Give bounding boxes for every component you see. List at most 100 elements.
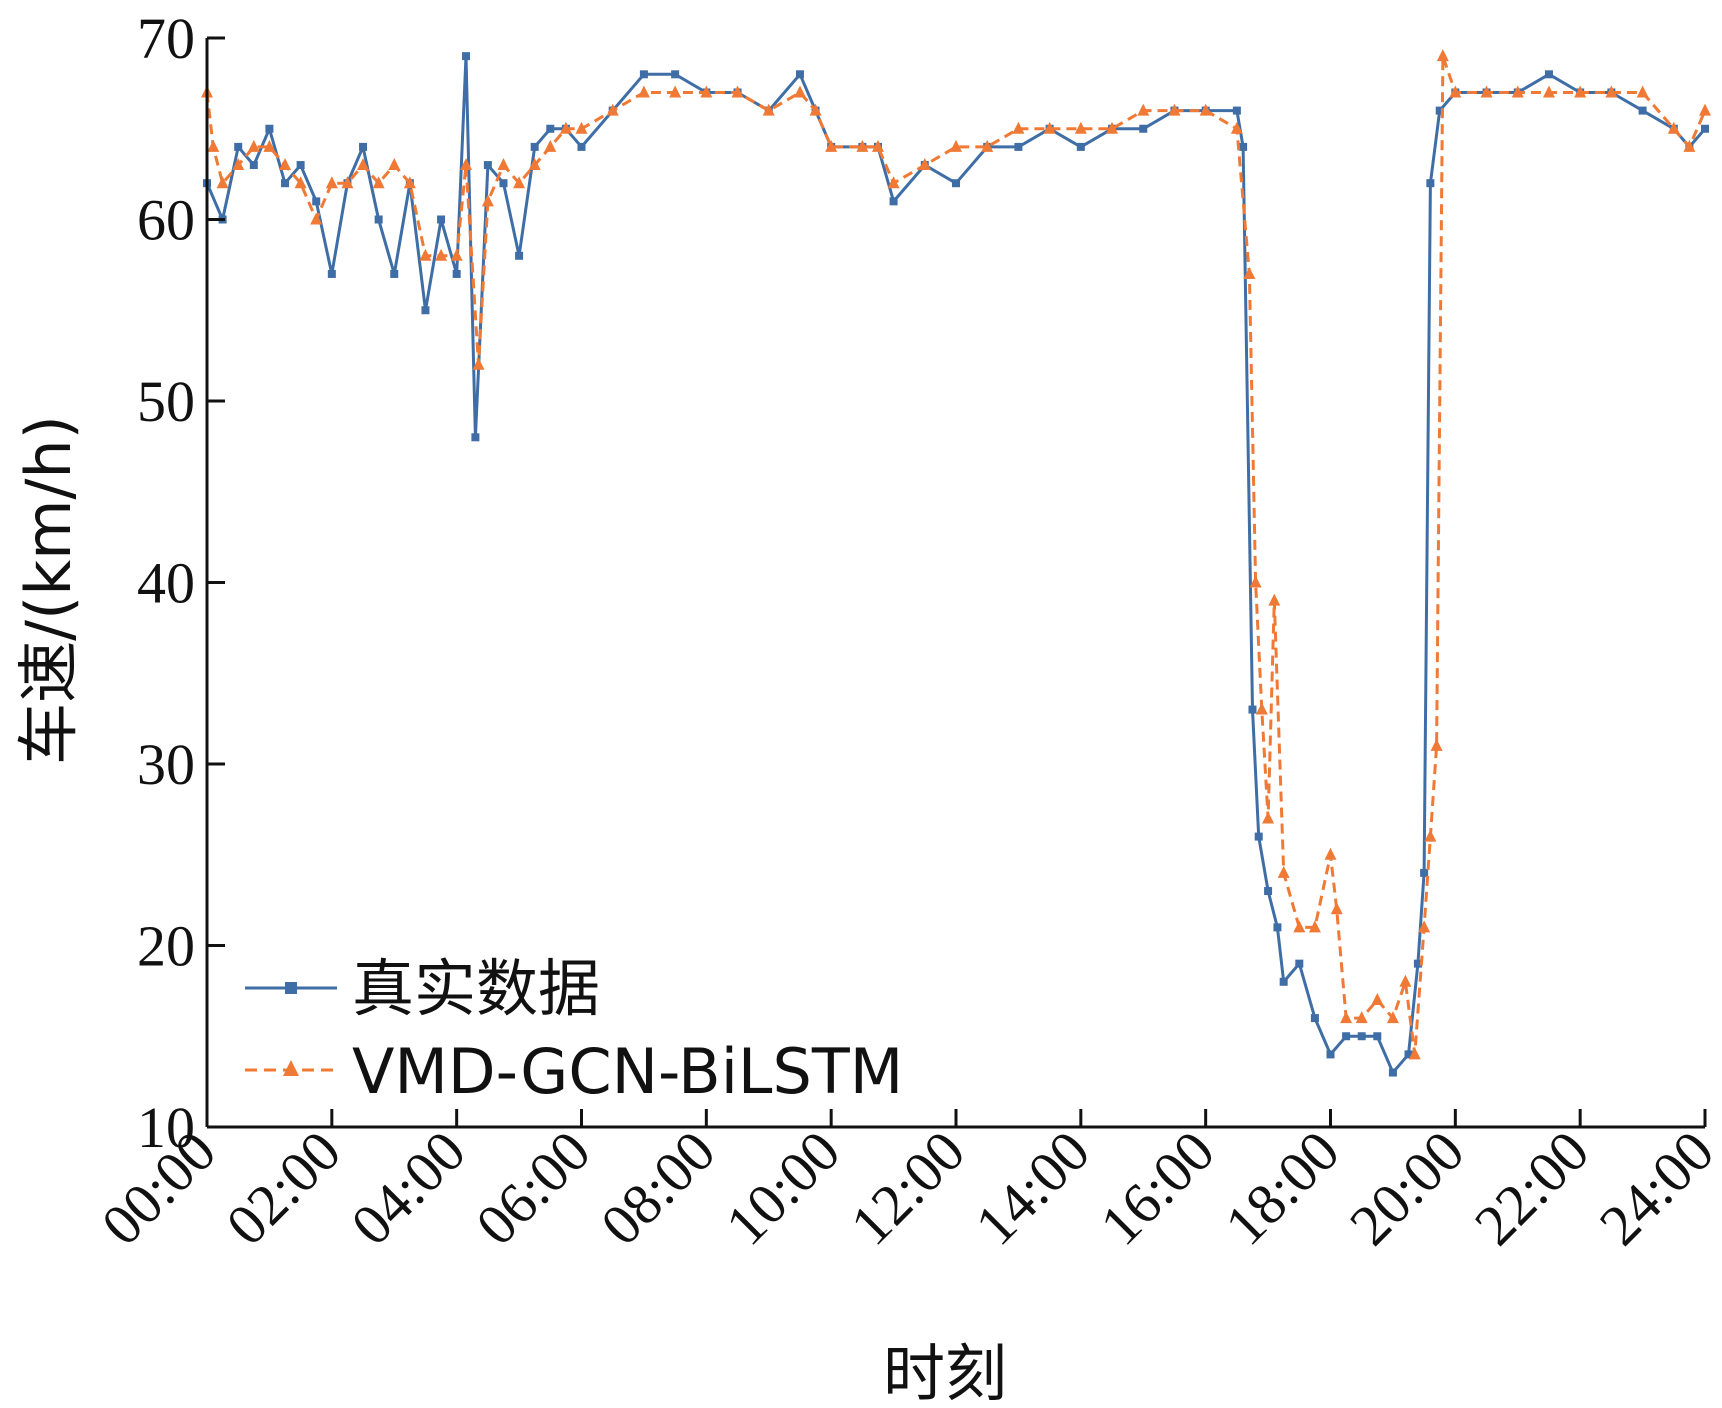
series-0-point-53 <box>1273 923 1282 932</box>
series-0-point-62 <box>1404 1050 1413 1059</box>
series-1-point-7 <box>294 176 307 189</box>
series-1-point-36 <box>856 139 869 152</box>
series-0-point-59 <box>1357 1032 1366 1041</box>
series-0-point-63 <box>1413 959 1422 968</box>
series-1-point-38 <box>887 176 900 189</box>
series-0-point-76 <box>1701 124 1709 133</box>
series-0-point-54 <box>1279 977 1288 986</box>
x-tick-label-4: 08:00 <box>588 1118 727 1257</box>
y-ticks: 10 20 30 40 50 60 70 <box>137 6 225 1160</box>
series-0-point-51 <box>1254 832 1263 841</box>
legend: 真实数据 VMD-GCN-BiLSTM <box>245 952 903 1108</box>
series-0-point-49 <box>1239 142 1248 151</box>
series-1-point-72 <box>1511 85 1524 98</box>
series-0-point-58 <box>1342 1032 1351 1041</box>
x-tick-label-3: 06:00 <box>463 1118 602 1257</box>
series-1-point-14 <box>403 176 416 189</box>
series-line-1 <box>205 54 1707 1056</box>
series-layer <box>201 49 1711 1077</box>
series-1-point-50 <box>1243 266 1256 279</box>
x-tick-label-11: 22:00 <box>1462 1118 1601 1257</box>
series-1-point-57 <box>1308 920 1321 933</box>
series-0-point-12 <box>390 269 399 278</box>
series-0-point-25 <box>577 142 586 151</box>
series-0-point-16 <box>452 269 461 278</box>
series-1-point-24 <box>544 139 557 152</box>
series-0-point-20 <box>499 179 508 188</box>
x-tick-label-12: 24:00 <box>1587 1118 1722 1257</box>
series-1-point-35 <box>825 139 838 152</box>
series-1-point-45 <box>1106 121 1119 134</box>
series-0-point-32 <box>795 70 804 79</box>
series-1-point-6 <box>279 158 292 171</box>
series-1-point-68 <box>1430 738 1443 751</box>
series-1-point-8 <box>310 212 323 225</box>
series-1-point-62 <box>1371 992 1384 1005</box>
series-0-point-22 <box>530 142 539 151</box>
series-1-point-40 <box>950 139 962 152</box>
series-0-point-52 <box>1264 887 1273 896</box>
series-1-point-18 <box>460 158 473 171</box>
legend-label-real: 真实数据 <box>352 952 600 1025</box>
series-0-point-70 <box>1544 70 1553 79</box>
series-1-point-43 <box>1043 121 1056 134</box>
series-1-point-47 <box>1168 103 1181 116</box>
series-1-point-10 <box>341 176 354 189</box>
series-0-point-50 <box>1248 705 1257 714</box>
series-1-point-33 <box>793 85 806 98</box>
series-1-point-4 <box>247 139 260 152</box>
series-1-point-56 <box>1293 920 1306 933</box>
x-axis-title: 时刻 <box>883 1337 1007 1408</box>
series-1-point-70 <box>1449 85 1462 98</box>
series-0-point-66 <box>1435 106 1444 115</box>
y-tick-label-3: 40 <box>137 551 195 616</box>
series-1-point-77 <box>1667 121 1680 134</box>
y-tick-label-1: 20 <box>137 914 195 979</box>
x-tick-label-10: 20:00 <box>1337 1118 1476 1257</box>
series-1-point-16 <box>435 248 448 261</box>
series-0-point-45 <box>1139 124 1148 133</box>
legend-label-pred: VMD-GCN-BiLSTM <box>352 1035 903 1108</box>
series-1-point-59 <box>1330 902 1343 915</box>
series-1-point-53 <box>1262 811 1275 824</box>
series-1-point-61 <box>1355 1011 1368 1024</box>
series-0-point-6 <box>296 161 305 170</box>
series-0-point-4 <box>265 124 274 133</box>
series-1-point-55 <box>1277 865 1290 878</box>
series-0-point-73 <box>1638 106 1647 115</box>
series-1-point-27 <box>606 103 619 116</box>
series-1-point-22 <box>513 176 526 189</box>
series-1-point-28 <box>637 85 650 98</box>
series-0-point-61 <box>1388 1068 1397 1077</box>
series-1-point-64 <box>1399 974 1412 987</box>
x-tick-label-1: 02:00 <box>214 1118 353 1257</box>
series-1-point-20 <box>481 194 494 207</box>
x-ticks: 00:0002:0004:0006:0008:0010:0012:0014:00… <box>89 1109 1722 1258</box>
series-1-point-74 <box>1574 85 1587 98</box>
series-1-point-29 <box>669 85 682 98</box>
series-1-point-75 <box>1605 85 1618 98</box>
series-1-point-65 <box>1408 1047 1421 1060</box>
series-0-point-15 <box>437 215 446 224</box>
series-1-point-32 <box>762 103 775 116</box>
series-0-point-8 <box>327 269 336 278</box>
series-0-point-19 <box>483 161 492 170</box>
series-0-point-11 <box>374 215 383 224</box>
series-1-point-54 <box>1268 593 1281 606</box>
series-1-point-46 <box>1137 103 1150 116</box>
series-1-point-71 <box>1480 85 1493 98</box>
series-1-point-48 <box>1199 103 1212 116</box>
series-1-point-66 <box>1418 920 1431 933</box>
series-0-point-2 <box>234 142 243 151</box>
x-tick-label-7: 14:00 <box>963 1118 1102 1257</box>
series-0-point-14 <box>421 306 430 315</box>
x-tick-label-2: 04:00 <box>338 1118 477 1257</box>
series-0-point-48 <box>1232 106 1241 115</box>
y-axis-title: 车速/(km/h) <box>12 415 85 765</box>
series-1-point-44 <box>1074 121 1087 134</box>
series-1-point-51 <box>1249 575 1262 588</box>
series-1-point-26 <box>575 121 588 134</box>
y-tick-label-4: 50 <box>137 369 195 434</box>
series-1-point-21 <box>497 158 510 171</box>
